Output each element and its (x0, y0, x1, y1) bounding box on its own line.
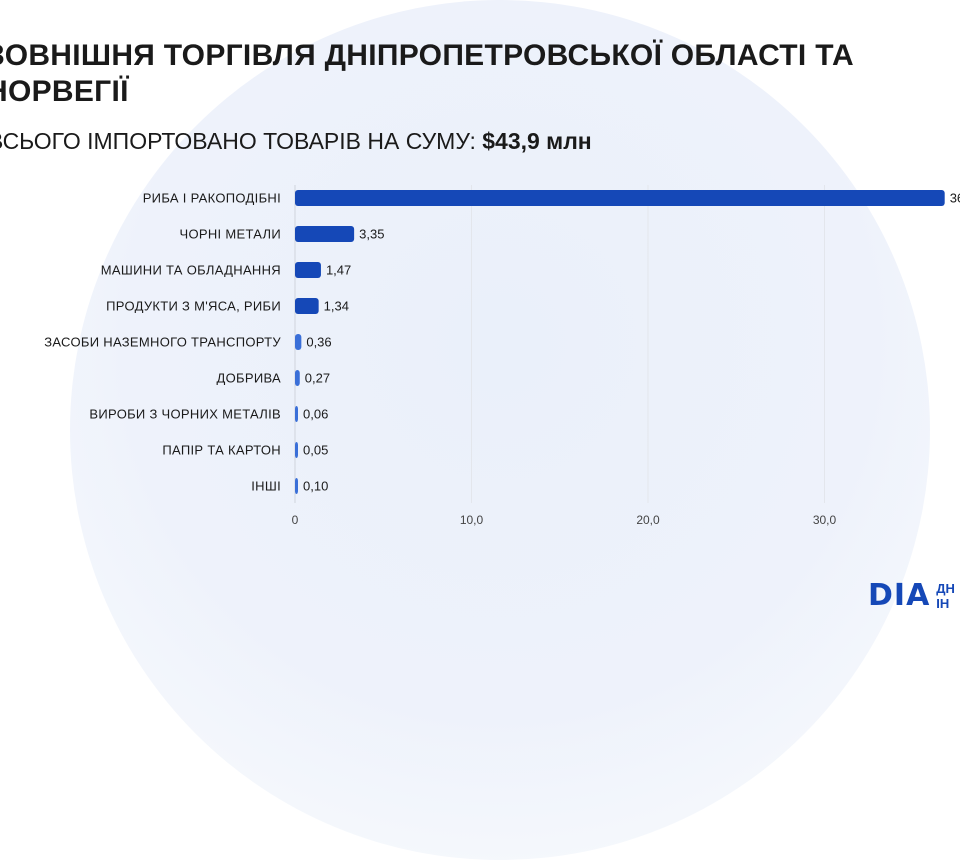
category-label: ІНШІ (251, 479, 281, 494)
logo-mark: DIA (868, 578, 931, 613)
bar (295, 262, 321, 278)
data-label: 3,35 (359, 227, 384, 242)
bar (295, 406, 298, 422)
bar (295, 190, 945, 206)
data-label: 0,27 (305, 371, 330, 386)
x-tick-label: 30,0 (813, 513, 837, 527)
bar (295, 442, 298, 458)
category-label: ВИРОБИ З ЧОРНИХ МЕТАЛІВ (89, 407, 281, 422)
import-bar-chart: 0 10,0 20,0 30,0 РИБА І РАКОПОДІБНІ 36,81 ЧОРН… (44, 185, 960, 527)
data-label: 1,47 (326, 263, 351, 278)
category-label: РИБА І РАКОПОДІБНІ (143, 191, 281, 206)
x-tick-label: 20,0 (636, 513, 660, 527)
data-label: 0,05 (303, 443, 328, 458)
category-label: ЗАСОБИ НАЗЕМНОГО ТРАНСПОРТУ (44, 335, 281, 350)
x-tick-label: 10,0 (460, 513, 484, 527)
logo-text: ДН ІН (936, 581, 955, 611)
data-label: 0,36 (306, 335, 331, 350)
category-label: ПРОДУКТИ З М'ЯСА, РИБИ (106, 299, 281, 314)
data-label: 36,81 (950, 191, 960, 206)
bar (295, 226, 355, 242)
category-label: МАШИНИ ТА ОБЛАДНАННЯ (101, 263, 281, 278)
subtitle-total-value: $43,9 млн (482, 128, 592, 154)
category-label: ДОБРИВА (217, 371, 282, 386)
import-total-subtitle: ВСЬОГО ІМПОРТОВАНО ТОВАРІВ НА СУМУ: $43,… (0, 126, 592, 156)
subtitle-prefix: ВСЬОГО ІМПОРТОВАНО ТОВАРІВ НА СУМУ: (0, 128, 476, 154)
page-title: ЗОВНІШНЯ ТОРГІВЛЯ ДНІПРОПЕТРОВСЬКОЇ ОБЛА… (0, 39, 854, 108)
logo-text-line1: ДН (936, 581, 955, 596)
category-label: ПАПІР ТА КАРТОН (162, 443, 281, 458)
bar (295, 334, 302, 350)
bar (295, 478, 298, 494)
bar (295, 298, 319, 314)
data-label: 1,34 (324, 299, 349, 314)
data-label: 0,10 (303, 479, 328, 494)
x-tick-label: 0 (292, 513, 299, 527)
bar (295, 370, 300, 386)
category-label: ЧОРНІ МЕТАЛИ (180, 227, 282, 242)
logo-text-line2: ІН (936, 596, 950, 611)
dia-logo: DIA ДН ІН (868, 578, 955, 614)
data-label: 0,06 (303, 407, 328, 422)
